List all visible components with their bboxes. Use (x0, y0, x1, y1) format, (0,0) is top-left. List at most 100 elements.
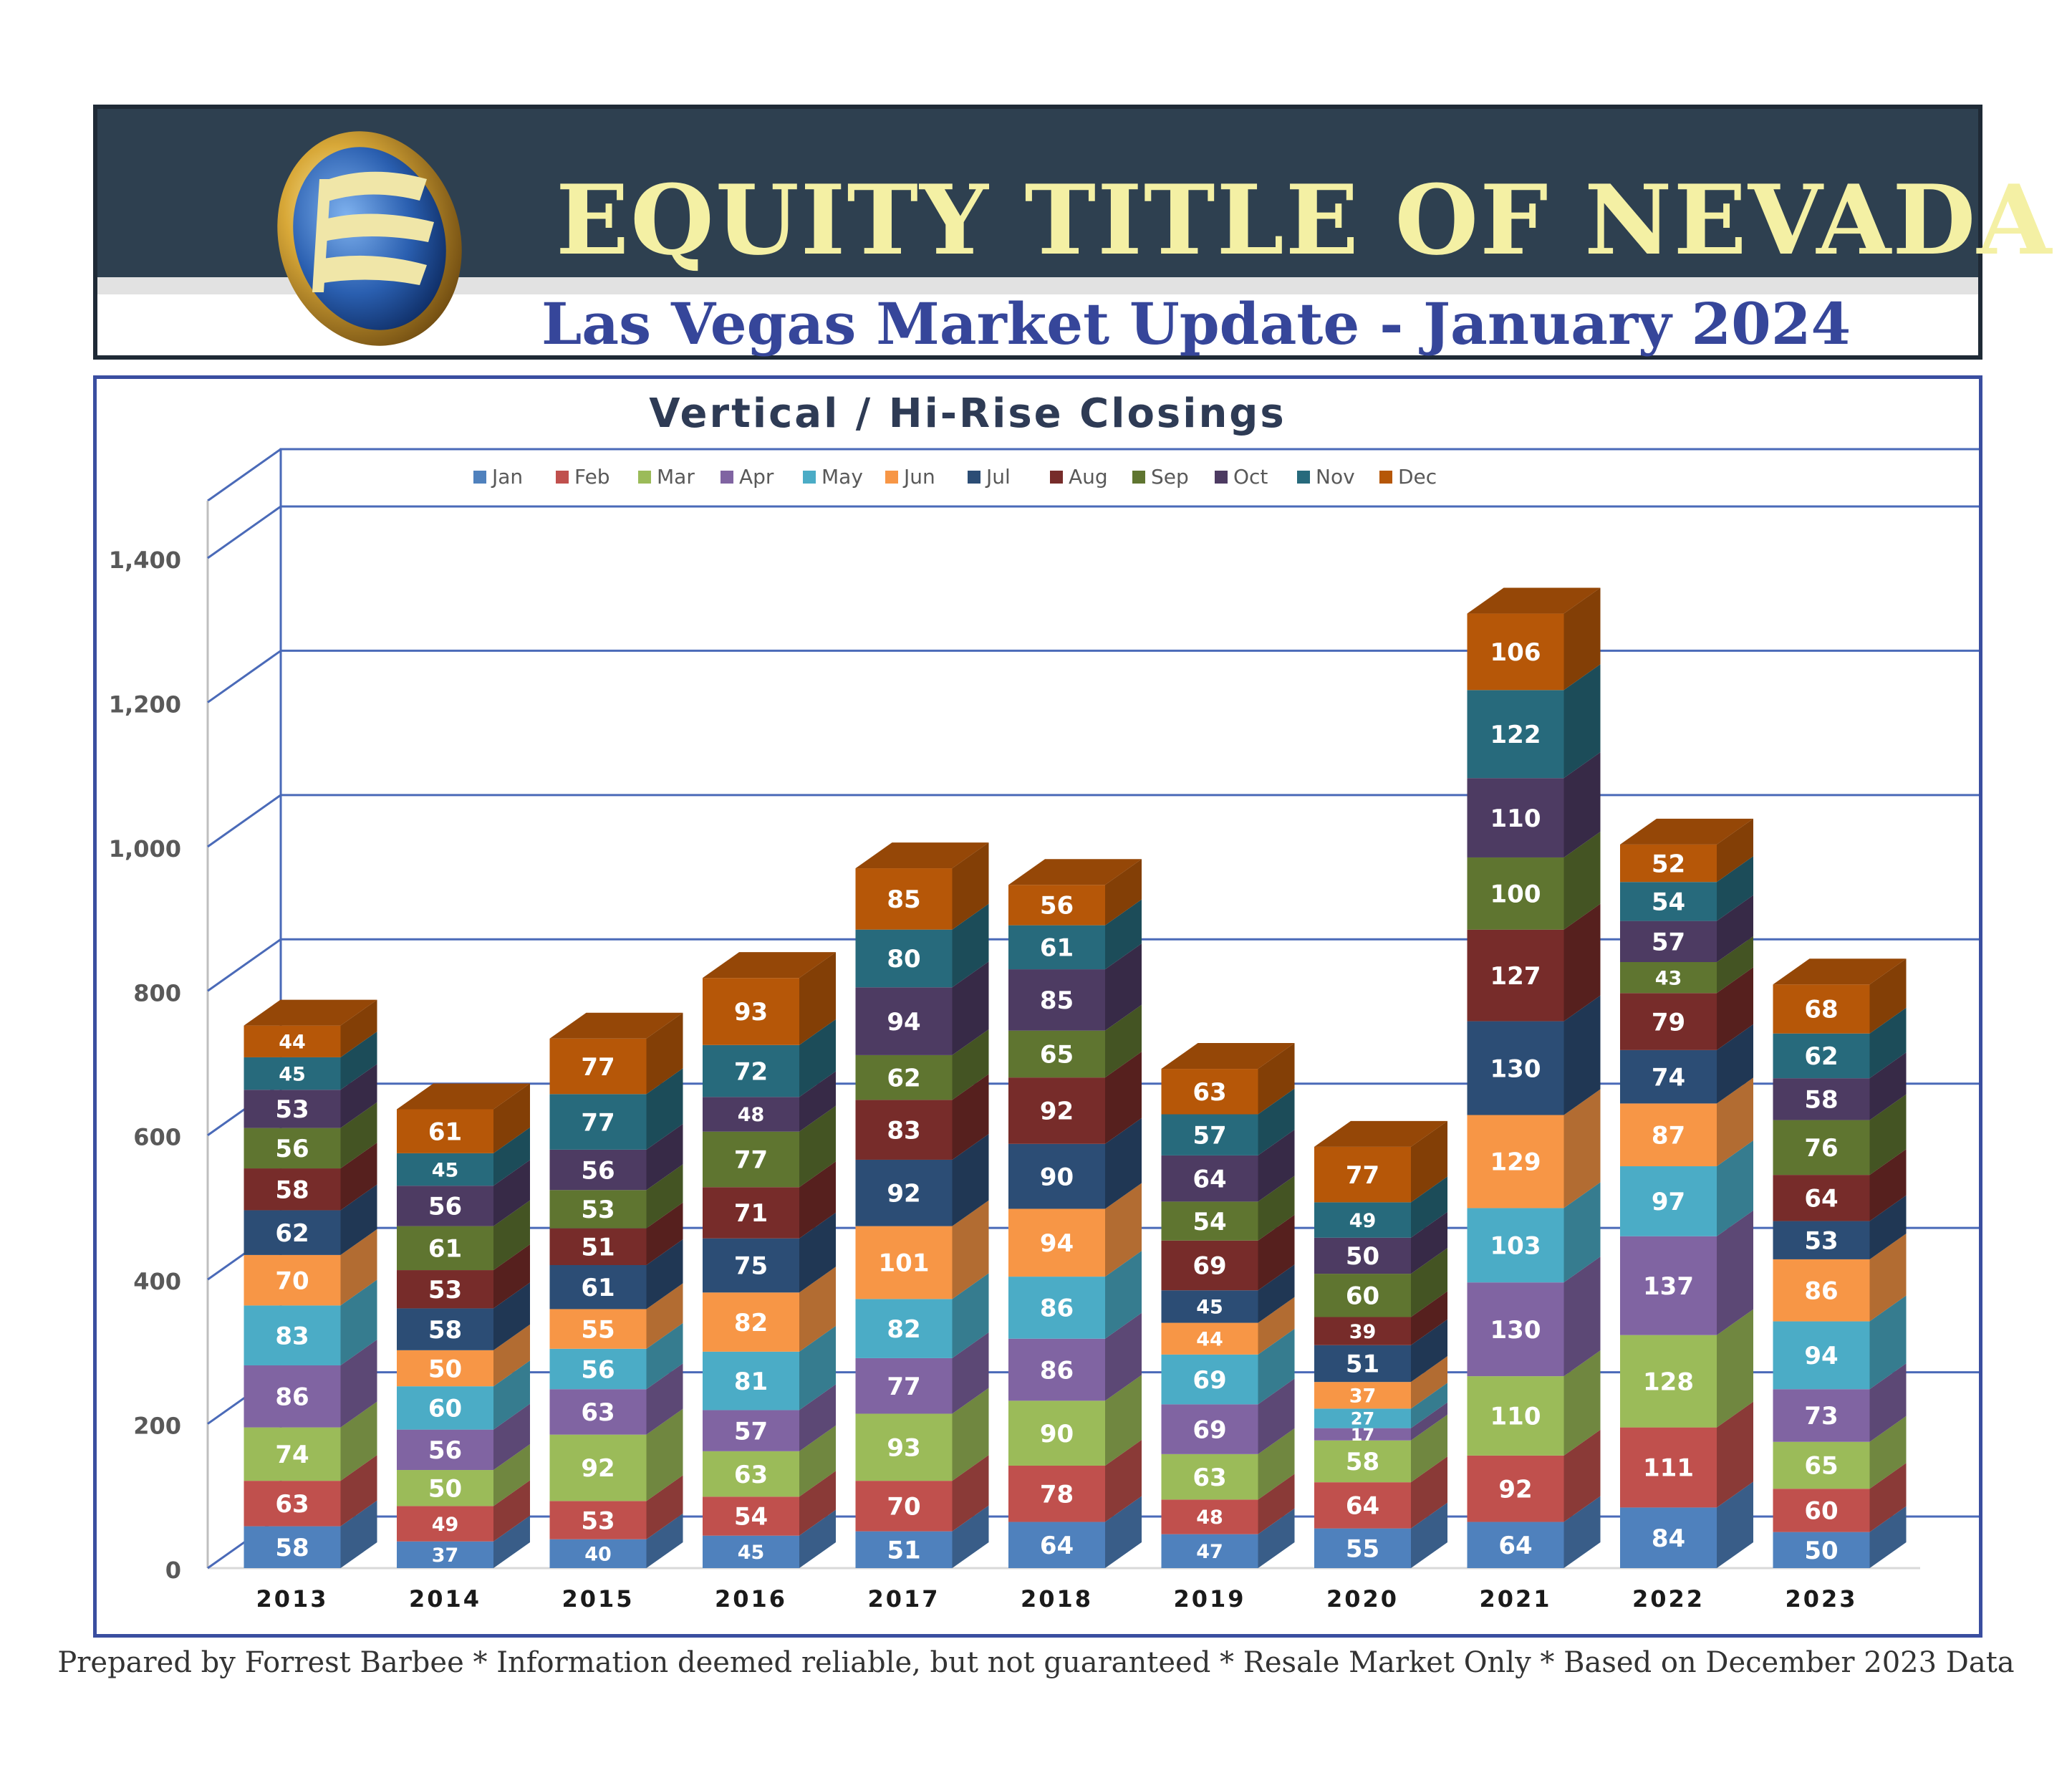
data-label: 49 (432, 1514, 459, 1536)
bar-side (493, 1127, 530, 1186)
bar-side (493, 1360, 530, 1430)
x-tick-label: 2020 (1326, 1585, 1399, 1613)
bar-side (646, 1164, 683, 1229)
bar-segment: 37 (397, 1515, 530, 1568)
legend-swatch (556, 471, 569, 484)
data-label: 39 (1349, 1321, 1377, 1343)
bar-side (1869, 1363, 1907, 1442)
bar-front (1161, 1534, 1258, 1568)
bar-front (1314, 1274, 1411, 1317)
bar-front (1467, 1208, 1564, 1283)
data-label: 122 (1490, 721, 1541, 749)
data-label: 61 (581, 1274, 615, 1302)
data-label: 60 (1804, 1497, 1838, 1526)
bar-segment: 83 (244, 1279, 377, 1365)
bar-side (1411, 1319, 1447, 1383)
data-label: 90 (1040, 1420, 1074, 1448)
bar-top (397, 1083, 530, 1110)
bar-front (1161, 1155, 1258, 1202)
bar-front (397, 1506, 493, 1542)
bar-side (952, 1029, 989, 1100)
bar-side (1717, 967, 1753, 1050)
bar-front (1008, 969, 1105, 1031)
bar-segment: 90 (1008, 1375, 1142, 1466)
bar-front (1773, 1389, 1870, 1442)
data-label: 130 (1490, 1316, 1541, 1345)
bar-side (646, 1322, 683, 1390)
data-label: 87 (1652, 1121, 1685, 1150)
bar-side (1411, 1291, 1447, 1345)
data-label: 56 (1040, 892, 1074, 921)
legend-swatch (721, 471, 733, 484)
bar-side (646, 1068, 683, 1150)
bar-front (1008, 1465, 1105, 1522)
legend-swatch (968, 471, 980, 484)
data-label: 80 (887, 945, 920, 974)
bar-segment: 81 (703, 1325, 836, 1411)
data-label: 45 (432, 1159, 459, 1181)
data-label: 69 (1192, 1416, 1226, 1444)
bar-front (855, 1054, 953, 1100)
bar-side (1411, 1502, 1447, 1568)
legend-label: Jun (902, 465, 935, 489)
bar-segment: 39 (1314, 1291, 1447, 1345)
bar-segment: 63 (703, 1425, 836, 1497)
y-tick-label: 400 (133, 1268, 181, 1295)
bar-front (855, 1100, 953, 1160)
bar-side (799, 1384, 836, 1451)
bar-side (646, 1202, 683, 1265)
bar-segment: 86 (1773, 1233, 1907, 1322)
data-label: 86 (1040, 1294, 1074, 1323)
data-label: 54 (1192, 1208, 1226, 1236)
bar-side (340, 1102, 377, 1169)
bar-segment: 74 (244, 1401, 377, 1481)
data-label: 92 (1498, 1475, 1532, 1504)
bar-side (646, 1123, 683, 1191)
bar-side (799, 1471, 836, 1536)
bar-front (549, 1094, 647, 1150)
bar-side (493, 1160, 530, 1226)
bar-front (549, 1348, 647, 1390)
data-label: 64 (1804, 1185, 1838, 1214)
bar-front (1008, 1030, 1105, 1078)
bar-side (646, 1012, 683, 1095)
bar-segment: 74 (1620, 1024, 1753, 1104)
bar-segment: 50 (397, 1444, 530, 1507)
bar-top (1773, 958, 1907, 985)
data-label: 97 (1652, 1188, 1685, 1216)
bar-side (952, 1074, 989, 1160)
data-label: 72 (734, 1057, 768, 1086)
bar-side (952, 1133, 989, 1226)
bar-side (1563, 1496, 1601, 1568)
bar-segment: 87 (1620, 1077, 1753, 1167)
bar-segment: 94 (1773, 1295, 1907, 1390)
bar-side (952, 903, 989, 988)
data-label: 50 (428, 1355, 462, 1383)
bar-side (1258, 1508, 1295, 1568)
bar-side (1563, 831, 1601, 930)
bar-front (1467, 778, 1564, 857)
bar-segment: 61 (397, 1083, 530, 1153)
bar-segment: 53 (549, 1164, 683, 1229)
bar-segment: 56 (549, 1322, 683, 1390)
data-label: 57 (1652, 928, 1685, 957)
bar-front (1620, 1507, 1717, 1568)
data-label: 56 (275, 1135, 309, 1163)
bar-front (1161, 1499, 1258, 1534)
bar-segment: 92 (549, 1408, 683, 1501)
bar-front (703, 1292, 799, 1352)
bar-side (1717, 936, 1753, 994)
data-label: 127 (1490, 962, 1541, 991)
bar-segment: 86 (1008, 1312, 1142, 1401)
bar-segment: 79 (1620, 967, 1753, 1050)
x-tick-label: 2015 (562, 1585, 634, 1613)
bar-segment: 48 (1161, 1474, 1295, 1534)
bar-side (340, 1184, 377, 1255)
bar-segment: 73 (1773, 1363, 1907, 1442)
bar-front (1161, 1201, 1258, 1241)
data-label: 70 (275, 1267, 309, 1295)
data-label: 64 (1498, 1532, 1532, 1560)
bar-front (397, 1270, 493, 1309)
bar-segment: 110 (1467, 752, 1601, 857)
